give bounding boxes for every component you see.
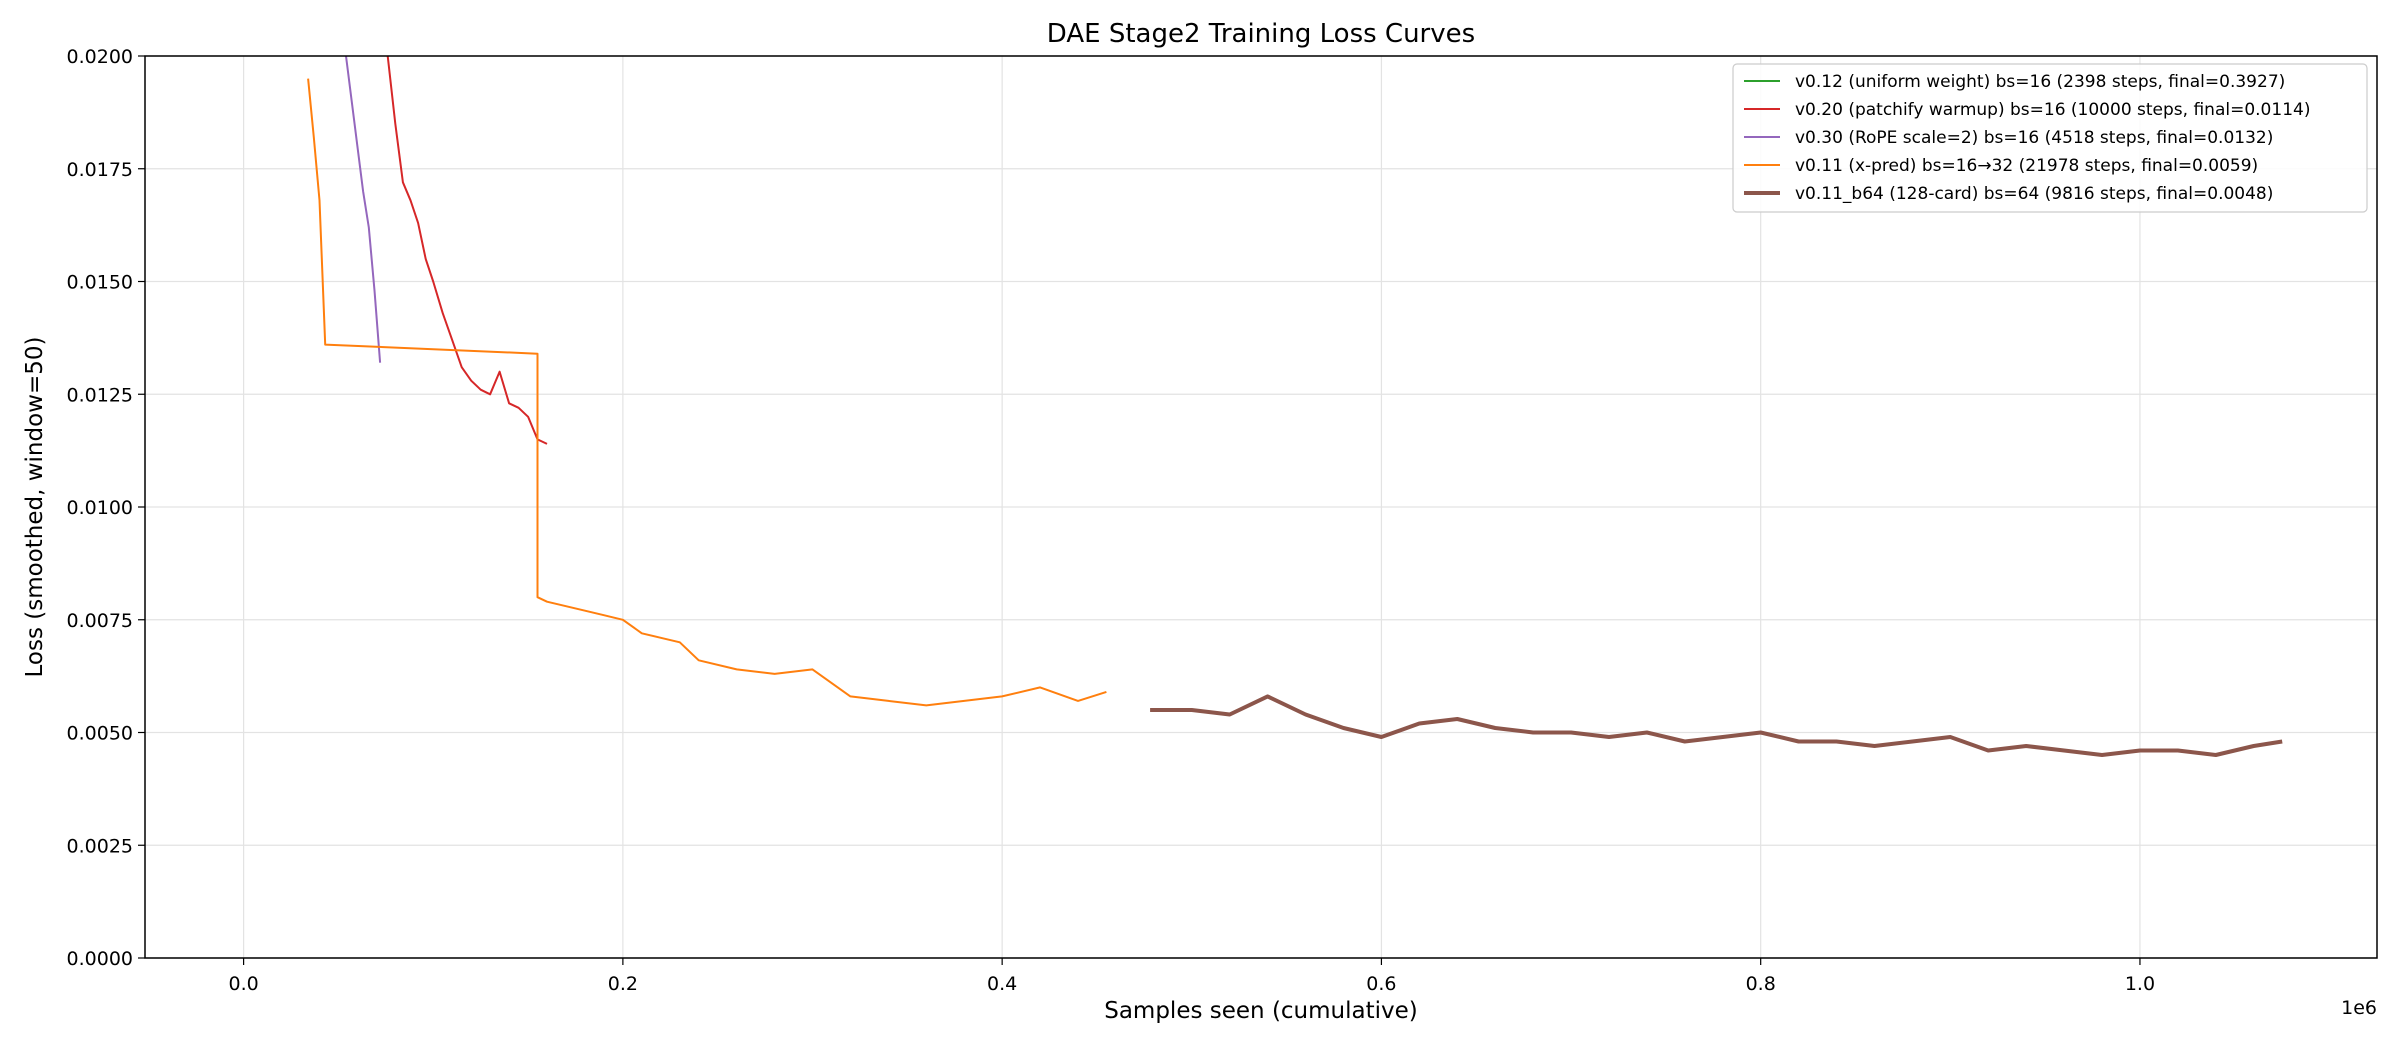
legend-label: v0.11 (x-pred) bs=16→32 (21978 steps, fi… xyxy=(1795,156,2258,176)
legend-label: v0.11_b64 (128-card) bs=64 (9816 steps, … xyxy=(1795,184,2273,204)
series-line xyxy=(307,78,1107,707)
y-tick-label: 0.0125 xyxy=(67,384,133,406)
y-tick-label: 0.0050 xyxy=(67,723,133,745)
legend-label: v0.20 (patchify warmup) bs=16 (10000 ste… xyxy=(1795,100,2310,120)
legend-label: v0.30 (RoPE scale=2) bs=16 (4518 steps, … xyxy=(1795,128,2273,148)
series-line xyxy=(386,56,548,445)
x-tick-label: 0.4 xyxy=(987,973,1017,995)
y-tick-label: 0.0100 xyxy=(67,497,133,519)
legend-label: v0.12 (uniform weight) bs=16 (2398 steps… xyxy=(1795,72,2285,92)
y-tick-label: 0.0000 xyxy=(67,948,133,970)
legend: v0.12 (uniform weight) bs=16 (2398 steps… xyxy=(1732,63,2368,213)
x-axis-offset-text: 1e6 xyxy=(2341,997,2377,1019)
y-tick-label: 0.0150 xyxy=(67,272,133,294)
y-tick-label: 0.0075 xyxy=(67,610,133,632)
chart-title: DAE Stage2 Training Loss Curves xyxy=(1047,19,1475,49)
x-tick-label: 0.2 xyxy=(608,973,638,995)
y-tick-label: 0.0175 xyxy=(67,159,133,181)
series-layer xyxy=(307,56,2283,757)
x-tick-label: 0.0 xyxy=(229,973,259,995)
series-line xyxy=(1150,694,2283,757)
x-tick-label: 0.6 xyxy=(1366,973,1396,995)
x-tick-label: 1.0 xyxy=(2125,973,2155,995)
series-line xyxy=(345,56,382,363)
x-axis-label: Samples seen (cumulative) xyxy=(1104,998,1418,1024)
y-tick-label: 0.0200 xyxy=(67,46,133,68)
axis-ticks: 0.0 0.2 0.4 0.6 0.8 1.0 0.0000 0.0025 0.0050 0.00… xyxy=(67,46,2156,995)
x-tick-label: 0.8 xyxy=(1746,973,1776,995)
y-tick-label: 0.0025 xyxy=(67,835,133,857)
legend-box xyxy=(1732,63,2368,213)
y-axis-label: Loss (smoothed, window=50) xyxy=(22,336,48,677)
